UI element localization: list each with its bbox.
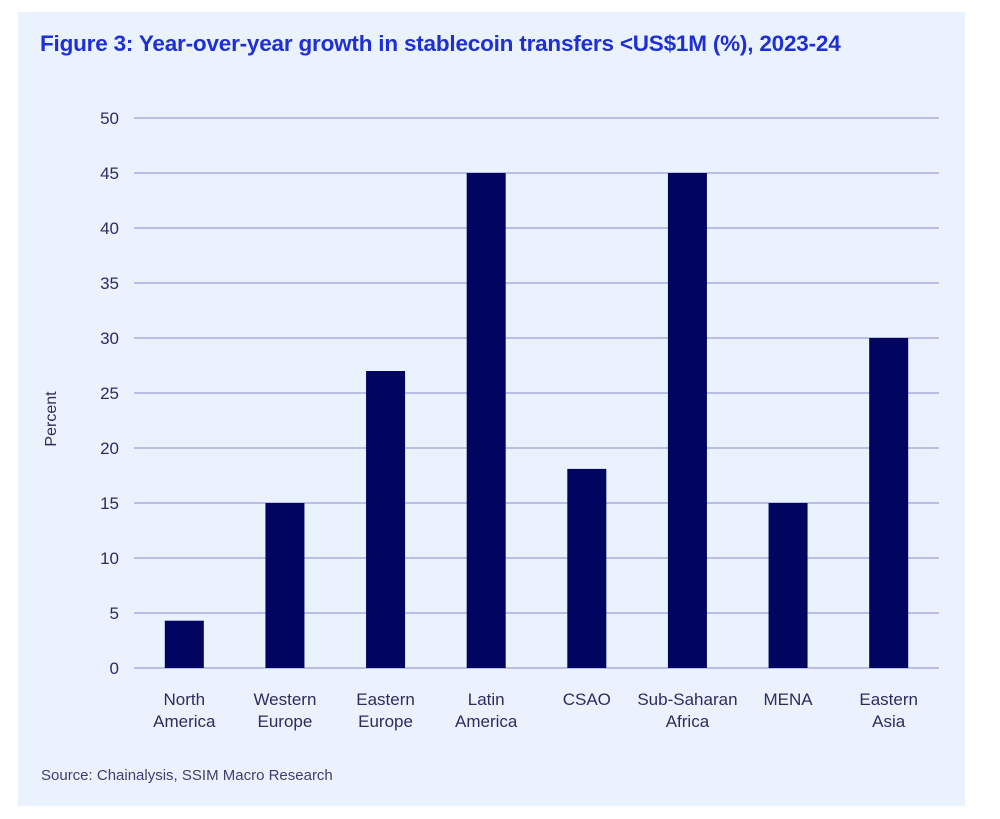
bar-mena xyxy=(768,503,808,668)
y-tick-label: 10 xyxy=(100,549,119,568)
bar-eastern-europe xyxy=(366,371,406,668)
x-tick-label: Eastern xyxy=(356,690,415,709)
x-axis-labels: North America Western Europe Eastern Europe La… xyxy=(153,690,918,731)
x-tick-label: Europe xyxy=(258,712,313,731)
bars xyxy=(164,173,909,668)
y-axis-label: Percent xyxy=(43,391,60,447)
y-axis-ticks: 0 5 10 15 20 25 30 35 40 45 50 xyxy=(100,109,119,678)
bar-latin-america xyxy=(466,173,506,668)
source-note: Source: Chainalysis, SSIM Macro Research xyxy=(41,767,333,784)
x-tick-label: Africa xyxy=(666,712,710,731)
y-tick-label: 35 xyxy=(100,274,119,293)
gridlines xyxy=(134,117,939,669)
y-tick-label: 45 xyxy=(100,164,119,183)
x-tick-label: Europe xyxy=(358,712,413,731)
y-tick-label: 5 xyxy=(110,604,119,623)
bar-eastern-asia xyxy=(869,338,909,668)
x-tick-label: Latin xyxy=(468,690,505,709)
y-tick-label: 40 xyxy=(100,219,119,238)
y-tick-label: 15 xyxy=(100,494,119,513)
x-tick-label: America xyxy=(153,712,216,731)
y-tick-label: 0 xyxy=(110,659,119,678)
x-tick-label: Eastern xyxy=(859,690,918,709)
chart-title: Figure 3: Year-over-year growth in stabl… xyxy=(40,31,841,56)
y-tick-label: 50 xyxy=(100,109,119,128)
x-tick-label: Sub-Saharan xyxy=(637,690,737,709)
bar-csao xyxy=(567,468,607,668)
y-tick-label: 25 xyxy=(100,384,119,403)
bar-western-europe xyxy=(265,503,305,668)
x-tick-label: North xyxy=(164,690,206,709)
x-tick-label: Western xyxy=(253,690,316,709)
y-tick-label: 20 xyxy=(100,439,119,458)
x-tick-label: MENA xyxy=(764,690,814,709)
bar-sub-saharan-africa xyxy=(667,173,707,668)
x-tick-label: Asia xyxy=(872,712,906,731)
x-tick-label: America xyxy=(455,712,518,731)
bar-north-america xyxy=(164,620,204,668)
y-tick-label: 30 xyxy=(100,329,119,348)
x-tick-label: CSAO xyxy=(563,690,611,709)
